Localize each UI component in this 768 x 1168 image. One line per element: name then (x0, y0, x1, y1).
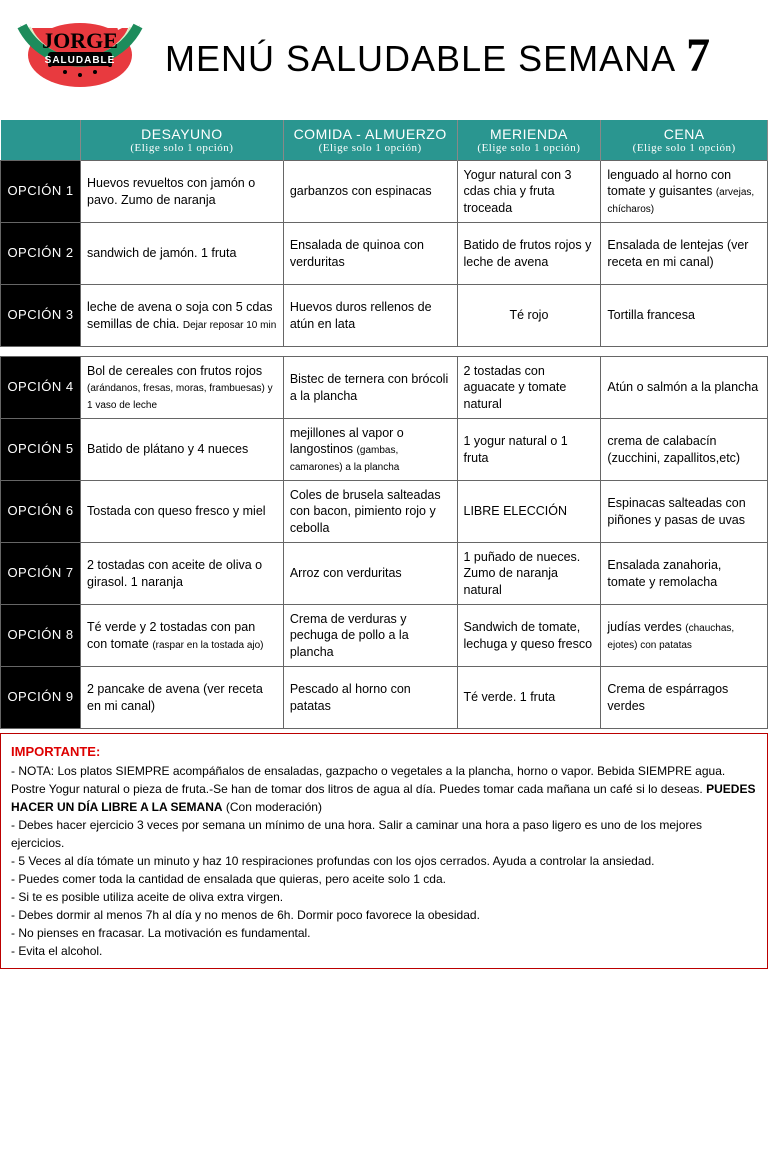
gap (1, 347, 768, 357)
notes-box: IMPORTANTE: - NOTA: Los platos SIEMPRE a… (0, 733, 768, 969)
option-label: OPCIÓN 9 (1, 667, 81, 729)
notes-item: - Si te es posible utiliza aceite de oli… (11, 888, 757, 906)
cell-desayuno: sandwich de jamón. 1 fruta (81, 223, 284, 285)
cell-merienda: LIBRE ELECCIÓN (457, 481, 601, 543)
option-row: OPCIÓN 5Batido de plátano y 4 nuecesmeji… (1, 419, 768, 481)
cell-desayuno: Batido de plátano y 4 nueces (81, 419, 284, 481)
header-blank (1, 120, 81, 161)
cell-comida: Arroz con verduritas (283, 543, 457, 605)
page-title: MENÚ SALUDABLE SEMANA 7 (165, 28, 711, 83)
cell-cena: Espinacas salteadas con piñones y pasas … (601, 481, 768, 543)
notes-item: - 5 Veces al día tómate un minuto y haz … (11, 852, 757, 870)
option-row: OPCIÓN 8Té verde y 2 tostadas con pan co… (1, 605, 768, 667)
cell-comida: Pescado al horno con patatas (283, 667, 457, 729)
cell-cena: lenguado al horno con tomate y guisantes… (601, 161, 768, 223)
option-label: OPCIÓN 8 (1, 605, 81, 667)
col-desayuno: DESAYUNO(Elige solo 1 opción) (81, 120, 284, 161)
week-number: 7 (686, 28, 711, 83)
cell-merienda: Té verde. 1 fruta (457, 667, 601, 729)
cell-comida: Huevos duros rellenos de atún en lata (283, 285, 457, 347)
col-comida: COMIDA - ALMUERZO(Elige solo 1 opción) (283, 120, 457, 161)
notes-item: - No pienses en fracasar. La motivación … (11, 924, 757, 942)
option-label: OPCIÓN 3 (1, 285, 81, 347)
cell-desayuno: Tostada con queso fresco y miel (81, 481, 284, 543)
option-row: OPCIÓN 1Huevos revueltos con jamón o pav… (1, 161, 768, 223)
cell-desayuno: 2 tostadas con aceite de oliva o girasol… (81, 543, 284, 605)
col-cena: CENA(Elige solo 1 opción) (601, 120, 768, 161)
cell-desayuno: Huevos revueltos con jamón o pavo. Zumo … (81, 161, 284, 223)
notes-item: - Puedes comer toda la cantidad de ensal… (11, 870, 757, 888)
notes-item: - Debes hacer ejercicio 3 veces por sema… (11, 816, 757, 852)
option-label: OPCIÓN 6 (1, 481, 81, 543)
cell-desayuno: Bol de cereales con frutos rojos (aránda… (81, 357, 284, 419)
cell-comida: mejillones al vapor o langostinos (gamba… (283, 419, 457, 481)
cell-comida: Bistec de ternera con brócoli a la planc… (283, 357, 457, 419)
cell-comida: Crema de verduras y pechuga de pollo a l… (283, 605, 457, 667)
col-merienda: MERIENDA(Elige solo 1 opción) (457, 120, 601, 161)
option-label: OPCIÓN 5 (1, 419, 81, 481)
cell-desayuno: leche de avena o soja con 5 cdas semilla… (81, 285, 284, 347)
cell-merienda: Yogur natural con 3 cdas chia y fruta tr… (457, 161, 601, 223)
cell-comida: Ensalada de quinoa con verduritas (283, 223, 457, 285)
cell-cena: Ensalada de lentejas (ver receta en mi c… (601, 223, 768, 285)
option-label: OPCIÓN 1 (1, 161, 81, 223)
notes-line1: - NOTA: Los platos SIEMPRE acompáñalos d… (11, 762, 757, 816)
cell-cena: Tortilla francesa (601, 285, 768, 347)
svg-text:SALUDABLE: SALUDABLE (45, 55, 116, 66)
option-row: OPCIÓN 4Bol de cereales con frutos rojos… (1, 357, 768, 419)
title-text: MENÚ SALUDABLE SEMANA (165, 38, 676, 80)
option-row: OPCIÓN 92 pancake de avena (ver receta e… (1, 667, 768, 729)
cell-merienda: 1 puñado de nueces. Zumo de naranja natu… (457, 543, 601, 605)
cell-cena: Crema de espárragos verdes (601, 667, 768, 729)
option-label: OPCIÓN 4 (1, 357, 81, 419)
options-group-2: OPCIÓN 4Bol de cereales con frutos rojos… (1, 357, 768, 729)
menu-table: DESAYUNO(Elige solo 1 opción) COMIDA - A… (0, 120, 768, 729)
option-label: OPCIÓN 7 (1, 543, 81, 605)
cell-cena: crema de calabacín (zucchini, zapallitos… (601, 419, 768, 481)
header-row: DESAYUNO(Elige solo 1 opción) COMIDA - A… (1, 120, 768, 161)
cell-cena: Atún o salmón a la plancha (601, 357, 768, 419)
options-group-1: OPCIÓN 1Huevos revueltos con jamón o pav… (1, 161, 768, 347)
logo: JORGE SALUDABLE (10, 10, 150, 100)
watermelon-icon: JORGE SALUDABLE (10, 10, 150, 100)
cell-cena: Ensalada zanahoria, tomate y remolacha (601, 543, 768, 605)
notes-item: - Evita el alcohol. (11, 942, 757, 960)
cell-merienda: Sandwich de tomate, lechuga y queso fres… (457, 605, 601, 667)
option-row: OPCIÓN 3leche de avena o soja con 5 cdas… (1, 285, 768, 347)
option-row: OPCIÓN 72 tostadas con aceite de oliva o… (1, 543, 768, 605)
svg-text:JORGE: JORGE (42, 28, 118, 53)
option-label: OPCIÓN 2 (1, 223, 81, 285)
cell-merienda: 1 yogur natural o 1 fruta (457, 419, 601, 481)
cell-merienda: 2 tostadas con aguacate y tomate natural (457, 357, 601, 419)
notes-item: - Debes dormir al menos 7h al día y no m… (11, 906, 757, 924)
cell-desayuno: 2 pancake de avena (ver receta en mi can… (81, 667, 284, 729)
option-row: OPCIÓN 6Tostada con queso fresco y mielC… (1, 481, 768, 543)
cell-cena: judías verdes (chauchas, ejotes) con pat… (601, 605, 768, 667)
cell-desayuno: Té verde y 2 tostadas con pan con tomate… (81, 605, 284, 667)
page-header: JORGE SALUDABLE MENÚ SALUDABLE SEMANA 7 (0, 0, 768, 120)
notes-heading: IMPORTANTE: (11, 742, 757, 762)
cell-merienda: Batido de frutos rojos y leche de avena (457, 223, 601, 285)
cell-merienda: Té rojo (457, 285, 601, 347)
option-row: OPCIÓN 2sandwich de jamón. 1 frutaEnsala… (1, 223, 768, 285)
notes-items: - Debes hacer ejercicio 3 veces por sema… (11, 816, 757, 960)
cell-comida: Coles de brusela salteadas con bacon, pi… (283, 481, 457, 543)
cell-comida: garbanzos con espinacas (283, 161, 457, 223)
